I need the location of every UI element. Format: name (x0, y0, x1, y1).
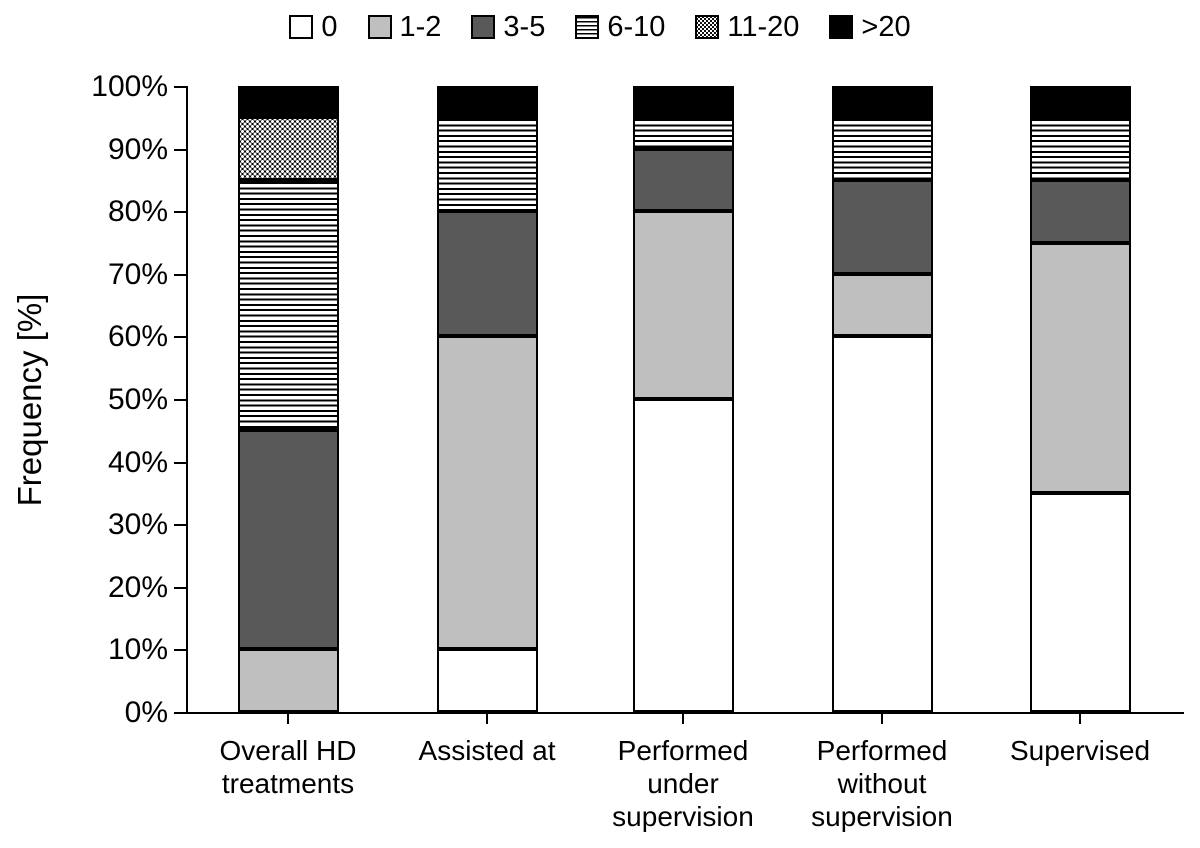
bar-segment-1-2 (237, 649, 339, 712)
legend-item->20: >20 (829, 11, 911, 43)
bar-segment-6-10 (831, 117, 933, 180)
bar-segment->20 (237, 86, 339, 118)
bar-segment-3-5 (436, 211, 538, 337)
legend-item-0: 0 (289, 11, 338, 43)
bar-segment-1-2 (1029, 242, 1131, 493)
bar-segment-1-2 (436, 336, 538, 650)
x-category-label: Performed without supervision (811, 735, 953, 832)
bar-segment->20 (436, 86, 538, 118)
y-tick-mark (174, 586, 186, 589)
x-tick-mark (881, 714, 883, 724)
y-tick-label: 20% (107, 570, 168, 604)
legend-item-1-2: 1-2 (367, 11, 442, 43)
bar-segment->20 (632, 86, 734, 118)
stacked-bar-3 (632, 86, 734, 712)
y-tick-mark (174, 86, 186, 88)
x-tick-mark (287, 714, 289, 724)
legend-swatch-icon (471, 15, 496, 39)
y-tick-mark (174, 649, 186, 652)
y-tick-mark (174, 524, 186, 527)
y-tick-label: 0% (124, 696, 168, 729)
bar-segment-0 (831, 336, 933, 712)
y-axis-line (186, 86, 188, 714)
bar-segment-1-2 (831, 273, 933, 337)
legend-label: 11-20 (727, 11, 800, 43)
y-tick-label: 90% (107, 132, 168, 166)
y-tick-mark (174, 399, 186, 401)
x-tick-mark (682, 714, 684, 724)
legend: 0 1-2 3-5 6-10 11-20 >20 (0, 10, 1200, 44)
y-tick-mark (174, 273, 186, 276)
stacked-bar-2 (436, 86, 538, 712)
legend-item-6-10: 6-10 (575, 11, 665, 43)
legend-item-3-5: 3-5 (471, 11, 545, 43)
y-tick-mark (174, 712, 186, 714)
legend-swatch-icon (695, 15, 720, 39)
bar-segment-3-5 (632, 148, 734, 212)
bar-segment-3-5 (1029, 179, 1131, 243)
x-category-label: Performed under supervision (612, 735, 754, 832)
bar-segment-6-10 (632, 117, 734, 149)
legend-swatch-icon (829, 15, 854, 39)
bar-segment-0 (436, 649, 538, 712)
x-category-label: Overall HD treatments (219, 735, 357, 799)
bar-segment-6-10 (436, 117, 538, 212)
legend-label: >20 (861, 11, 911, 43)
bar-segment-3-5 (831, 179, 933, 274)
y-tick-label: 10% (107, 633, 168, 667)
x-category-label: Assisted at (418, 735, 556, 766)
x-tick-mark (486, 714, 488, 724)
legend-swatch-icon (289, 15, 314, 39)
legend-swatch-icon (575, 15, 600, 39)
bar-segment-6-10 (237, 179, 339, 431)
bar-segment-6-10 (1029, 117, 1131, 180)
stacked-bar-4 (831, 86, 933, 712)
y-tick-label: 50% (107, 383, 168, 416)
legend-label: 6-10 (607, 11, 666, 43)
bar-segment-0 (632, 399, 734, 712)
y-tick-label: 70% (107, 257, 168, 291)
y-tick-label: 80% (107, 195, 168, 229)
legend-label: 3-5 (503, 11, 546, 43)
y-tick-label: 30% (107, 508, 168, 542)
stacked-bar-1 (237, 86, 339, 712)
y-tick-label: 60% (107, 320, 168, 354)
legend-label: 0 (321, 11, 338, 43)
y-tick-label: 40% (107, 445, 168, 479)
legend-swatch-icon (367, 15, 392, 39)
stacked-bar-5 (1029, 86, 1131, 712)
legend-item-11-20: 11-20 (695, 11, 799, 43)
bar-segment-11-20 (237, 117, 339, 180)
legend-label: 1-2 (399, 11, 442, 43)
bar-segment-1-2 (632, 211, 734, 399)
y-tick-mark (174, 461, 186, 464)
bar-segment->20 (1029, 86, 1131, 118)
y-tick-mark (174, 336, 186, 339)
y-tick-label: 100% (91, 70, 168, 103)
x-category-label: Supervised (1009, 735, 1151, 766)
y-tick-mark (174, 211, 186, 214)
x-tick-mark (1079, 714, 1081, 724)
x-axis-line (186, 712, 1184, 714)
y-tick-mark (174, 148, 186, 151)
bar-segment-3-5 (237, 430, 339, 650)
bar-segment->20 (831, 86, 933, 118)
bar-segment-0 (1029, 492, 1131, 712)
